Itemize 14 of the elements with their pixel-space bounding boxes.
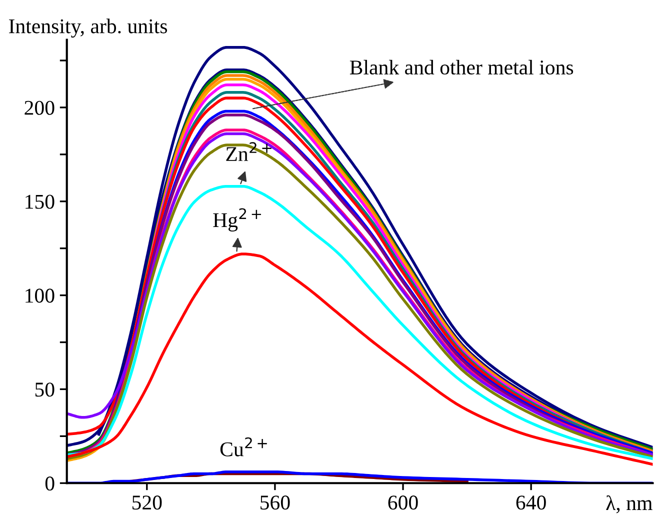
y-tick-label: 0 [45, 476, 54, 491]
y-tick-label: 50 [35, 382, 54, 397]
x-tick-label: 520 [132, 496, 162, 510]
x-tick-label: 560 [260, 496, 290, 510]
y-axis-title: Intensity, arb. units [9, 18, 168, 38]
y-tick-label: 150 [26, 194, 54, 209]
y-tick-label: 200 [24, 100, 54, 115]
x-tick-label: 640 [516, 496, 546, 510]
annotation: Cu$^{2+}$ [220, 437, 267, 456]
annotation: Hg$^{2+}$ [213, 208, 261, 232]
x-axis-title: λ, nm [606, 495, 652, 514]
annotation: Blank and other metal ions [350, 60, 574, 75]
x-tick-label: 600 [388, 496, 418, 510]
y-tick-label: 100 [26, 288, 54, 303]
